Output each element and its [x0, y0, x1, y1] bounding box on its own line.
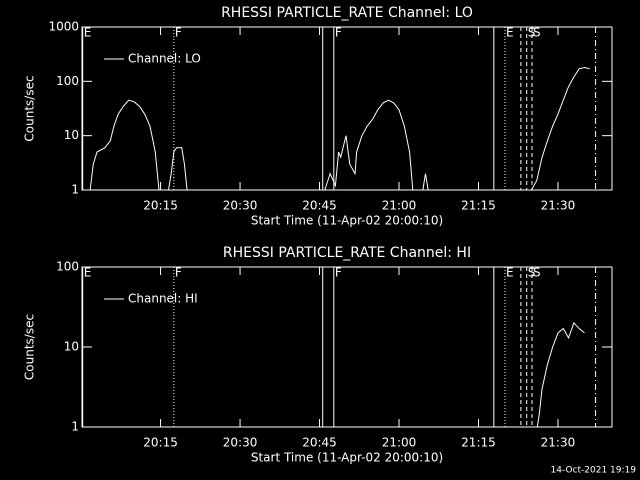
data-line — [168, 147, 188, 191]
data-line — [422, 173, 429, 191]
marker-label: S — [533, 26, 541, 40]
marker-label: E — [84, 26, 92, 40]
y-tick-label: 1000 — [48, 20, 79, 34]
marker-label: F — [335, 26, 342, 40]
marker-label: F — [175, 26, 182, 40]
y-tick-label: 1 — [71, 420, 79, 434]
chart-title: RHESSI PARTICLE_RATE Channel: HI — [223, 245, 471, 261]
marker-label: S — [528, 26, 536, 40]
marker-label: E — [506, 266, 514, 280]
legend-label: Channel: LO — [128, 52, 201, 66]
plot-frame — [81, 26, 613, 191]
x-tick-label: 21:15 — [461, 199, 496, 213]
x-axis-label: Start Time (11-Apr-02 20:00:10) — [251, 451, 443, 465]
y-tick-label: 10 — [64, 340, 79, 354]
x-tick-label: 20:45 — [302, 436, 337, 450]
y-axis-label: Counts/sec — [23, 75, 37, 141]
marker-label: E — [84, 266, 92, 280]
data-line — [89, 99, 160, 191]
y-tick-label: 1 — [71, 183, 79, 197]
x-tick-label: 21:30 — [541, 199, 576, 213]
x-tick-label: 21:15 — [461, 436, 496, 450]
marker-label: S — [528, 266, 536, 280]
data-line — [531, 66, 590, 191]
y-tick-label: 100 — [56, 260, 79, 274]
marker-label: S — [533, 266, 541, 280]
legend-label: Channel: HI — [128, 292, 198, 306]
x-tick-label: 20:15 — [143, 436, 178, 450]
x-tick-label: 20:15 — [143, 199, 178, 213]
marker-label: E — [506, 26, 514, 40]
y-axis-label: Counts/sec — [23, 314, 37, 380]
chart-title: RHESSI PARTICLE_RATE Channel: LO — [221, 5, 473, 21]
y-tick-label: 10 — [64, 128, 79, 142]
x-tick-label: 21:00 — [382, 436, 417, 450]
x-tick-label: 21:30 — [541, 436, 576, 450]
x-tick-label: 20:30 — [223, 199, 258, 213]
data-line — [536, 321, 585, 428]
x-tick-label: 20:45 — [302, 199, 337, 213]
footer: 14-Oct-2021 19:19 — [551, 466, 637, 476]
y-tick-label: 100 — [56, 74, 79, 88]
marker-label: F — [335, 266, 342, 280]
marker-label: F — [175, 266, 182, 280]
x-axis-label: Start Time (11-Apr-02 20:00:10) — [251, 214, 443, 228]
x-tick-label: 21:00 — [382, 199, 417, 213]
data-line — [324, 99, 414, 191]
x-tick-label: 20:30 — [223, 436, 258, 450]
